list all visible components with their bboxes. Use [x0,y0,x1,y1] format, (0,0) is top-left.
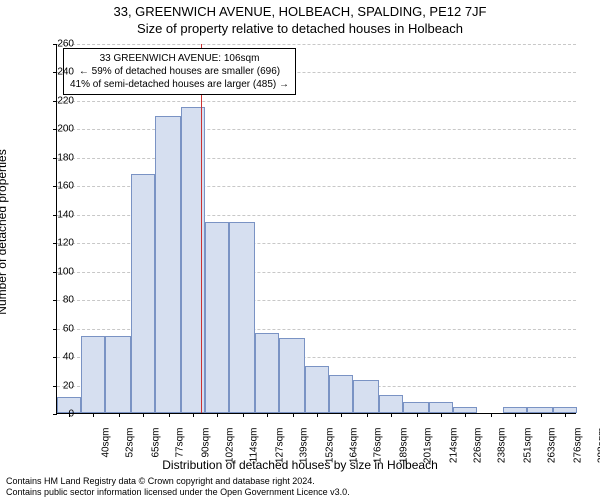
x-tick-label: 139sqm [299,428,310,468]
y-tick-label: 100 [48,266,74,277]
annotation-line2: ← 59% of detached houses are smaller (69… [70,65,289,78]
annotation-box: 33 GREENWICH AVENUE: 106sqm ← 59% of det… [63,48,296,95]
x-tick-mark [243,413,244,417]
footer-line2: Contains public sector information licen… [6,487,350,498]
x-tick-label: 263sqm [547,428,558,468]
x-tick-mark [465,413,466,417]
y-tick-label: 220 [48,95,74,106]
x-tick-label: 251sqm [523,428,534,468]
x-tick-label: 238sqm [497,428,508,468]
grid-line [57,129,576,130]
x-tick-mark [515,413,516,417]
y-tick-label: 140 [48,209,74,220]
annotation-line3: 41% of semi-detached houses are larger (… [70,78,289,91]
x-tick-mark [193,413,194,417]
x-tick-mark [391,413,392,417]
x-tick-mark [293,413,294,417]
y-tick-label: 60 [48,323,74,334]
x-tick-label: 226sqm [473,428,484,468]
x-tick-label: 164sqm [349,428,360,468]
x-tick-label: 276sqm [573,428,584,468]
histogram-bar [131,174,155,413]
y-tick-label: 260 [48,39,74,50]
histogram-bar [105,336,131,413]
histogram-bar [403,402,429,413]
x-tick-mark [119,413,120,417]
histogram-bar [527,407,553,413]
x-tick-label: 152sqm [325,428,336,468]
histogram-bar [255,333,279,413]
y-tick-label: 20 [48,380,74,391]
histogram-bar [279,338,305,413]
x-tick-label: 40sqm [101,428,112,468]
x-tick-label: 176sqm [373,428,384,468]
x-tick-label: 90sqm [201,428,212,468]
histogram-bar [379,395,403,414]
grid-line [57,158,576,159]
y-axis-label: Number of detached properties [0,149,9,314]
chart-address-title: 33, GREENWICH AVENUE, HOLBEACH, SPALDING… [0,4,600,19]
histogram-bar [353,380,379,413]
x-tick-label: 52sqm [125,428,136,468]
grid-line [57,101,576,102]
y-tick-label: 240 [48,67,74,78]
footer-attribution: Contains HM Land Registry data © Crown c… [6,476,350,498]
y-tick-label: 0 [48,409,74,420]
histogram-bar [329,375,353,413]
x-tick-label: 288sqm [597,428,600,468]
y-tick-label: 160 [48,181,74,192]
reference-line [201,44,202,413]
chart-subtitle: Size of property relative to detached ho… [0,21,600,36]
x-tick-label: 77sqm [175,428,186,468]
y-tick-label: 120 [48,238,74,249]
x-tick-mark [169,413,170,417]
y-tick-label: 80 [48,295,74,306]
x-tick-mark [317,413,318,417]
x-tick-mark [217,413,218,417]
y-tick-label: 40 [48,352,74,363]
x-tick-label: 214sqm [449,428,460,468]
x-tick-mark [565,413,566,417]
grid-line [57,44,576,45]
histogram-bar [305,366,329,413]
x-tick-mark [441,413,442,417]
histogram-bar [229,222,255,413]
x-tick-label: 189sqm [399,428,410,468]
annotation-line1: 33 GREENWICH AVENUE: 106sqm [70,52,289,65]
x-tick-label: 114sqm [249,428,260,468]
histogram-bar [205,222,229,413]
x-tick-label: 127sqm [275,428,286,468]
histogram-bar [429,402,453,413]
footer-line1: Contains HM Land Registry data © Crown c… [6,476,350,487]
histogram-plot: 33 GREENWICH AVENUE: 106sqm ← 59% of det… [56,44,576,414]
x-tick-mark [267,413,268,417]
y-tick-label: 180 [48,152,74,163]
y-tick-label: 200 [48,124,74,135]
x-tick-mark [143,413,144,417]
x-tick-label: 65sqm [151,428,162,468]
x-tick-mark [341,413,342,417]
x-tick-mark [491,413,492,417]
x-tick-mark [367,413,368,417]
histogram-bar [81,336,105,413]
x-tick-label: 102sqm [225,428,236,468]
x-tick-label: 201sqm [423,428,434,468]
histogram-bar [155,116,181,413]
x-tick-mark [417,413,418,417]
x-tick-mark [541,413,542,417]
x-tick-mark [93,413,94,417]
